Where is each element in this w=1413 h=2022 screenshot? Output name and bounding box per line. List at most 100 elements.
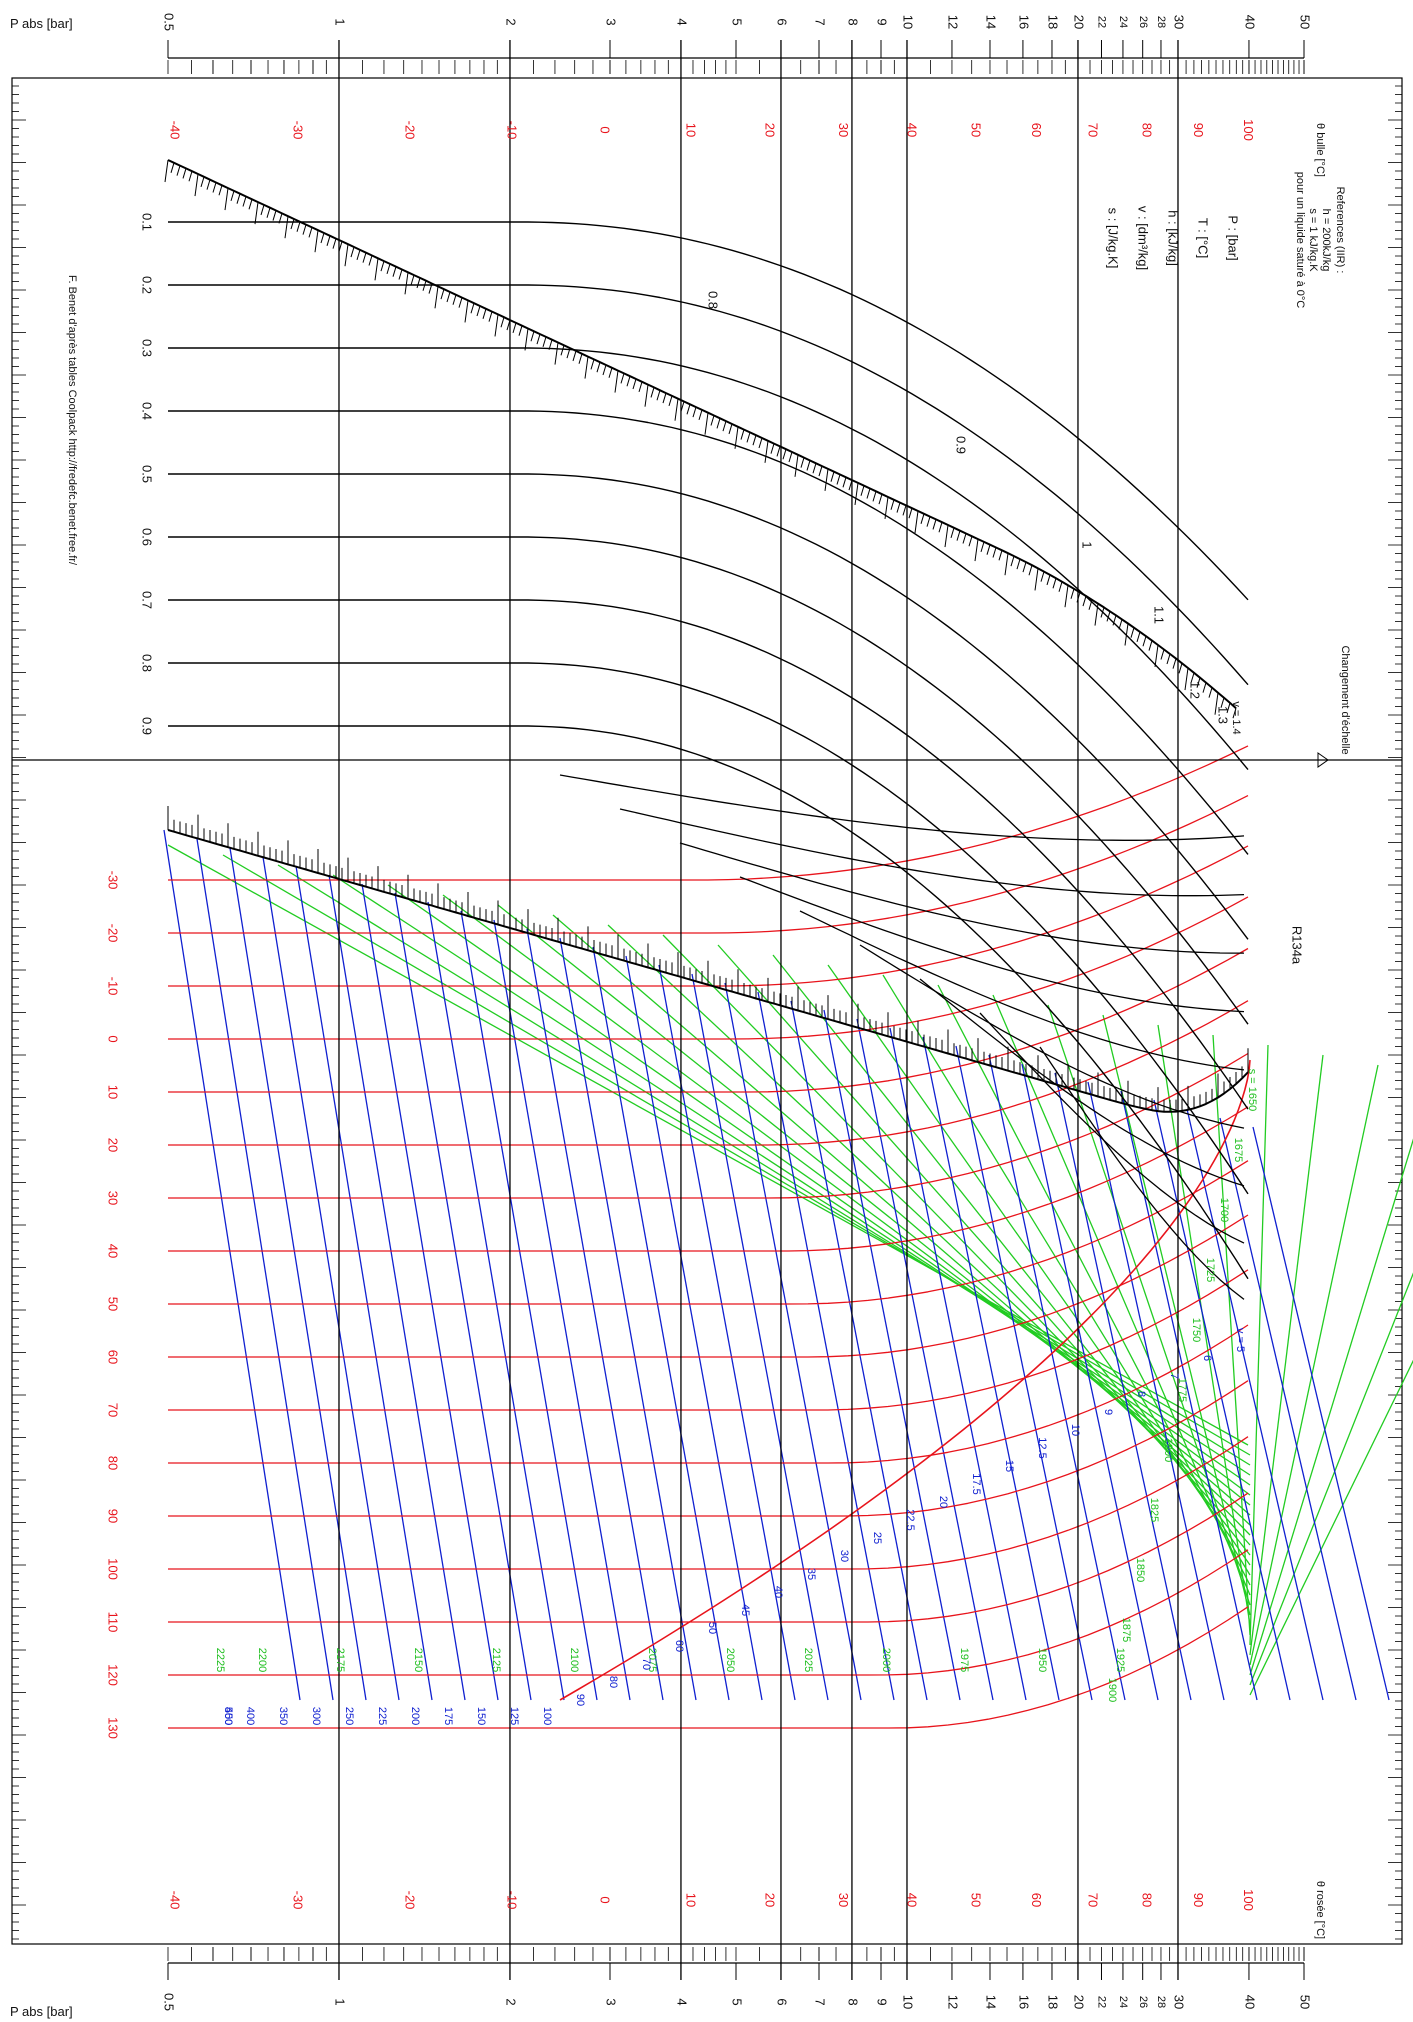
isotherm-line <box>168 1549 1249 1676</box>
liquid-curve-tick <box>974 539 979 562</box>
isochore-label: 200 <box>409 1707 421 1725</box>
liquid-curve-tick <box>332 238 337 249</box>
liquid-curve-tick <box>938 522 943 533</box>
liquid-curve-tick <box>1118 619 1123 630</box>
theta-bulle-tick-label: 50 <box>969 123 984 137</box>
liquid-curve-tick <box>218 185 223 196</box>
isotherm-line <box>168 1492 1249 1623</box>
superheat-temperature-label: 10 <box>106 1085 121 1099</box>
isochore-line <box>889 1027 1027 1701</box>
liquid-curve-tick <box>272 210 277 221</box>
top-pressure-tick-label: 9 <box>875 18 890 25</box>
superheat-temperature-label: 80 <box>106 1456 121 1470</box>
isotherm-line <box>168 1436 1249 1570</box>
liquid-curve-tick <box>890 499 895 510</box>
liquid-curve-tick <box>1232 708 1237 719</box>
isochore-label: 450 <box>222 1707 234 1725</box>
top-pressure-tick-label: 28 <box>1155 16 1167 28</box>
isentrope-line <box>1249 1044 1269 1646</box>
liquid-curve-tick <box>1034 568 1039 591</box>
liquid-curve-tick <box>386 263 391 275</box>
labels: 0.50.51122334455667788991010121214141616… <box>10 13 1351 2019</box>
liquid-curve-tick <box>698 409 703 421</box>
liquid-curve-tick <box>1136 631 1141 643</box>
superheat-temperature-label: 20 <box>106 1138 121 1152</box>
isochore-label: 25 <box>871 1532 883 1544</box>
top-pressure-tick-label: 50 <box>1298 15 1313 29</box>
liquid-curve-tick <box>626 376 631 387</box>
liquid-curve-tick <box>608 367 613 378</box>
liquid-curve-tick <box>1082 595 1087 607</box>
legend-unit: s : [J/kg.K] <box>1106 208 1121 269</box>
top-pressure-tick-label: 4 <box>675 18 690 25</box>
liquid-curve-tick <box>266 207 271 218</box>
lower-black-curve <box>1039 1046 1245 1300</box>
liquid-curve-tick <box>584 356 589 379</box>
liquid-curve-tick <box>446 291 451 303</box>
isochore-line <box>1219 1117 1357 1701</box>
isochore-line <box>262 856 400 1701</box>
liquid-curve-tick <box>518 325 523 336</box>
liquid-curve-tick <box>1196 677 1201 688</box>
isentrope-line <box>277 864 1251 1466</box>
bottom-pressure-tick-label: 30 <box>1172 1995 1187 2009</box>
top-pressure-axis-label: P abs [bar] <box>10 16 73 31</box>
isochore-line <box>1087 1081 1225 1701</box>
bottom-pressure-tick-label: 4 <box>675 1998 690 2005</box>
quality-label: 1.3 <box>1216 706 1231 724</box>
isentrope-label: 1950 <box>1036 1648 1048 1672</box>
top-pressure-tick-label: 0.5 <box>162 13 177 31</box>
liquid-curve-tick <box>854 482 859 505</box>
theta-rosee-axis-label: θ rosée [°C] <box>1314 1881 1326 1939</box>
bottom-pressure-tick-label: 40 <box>1243 1995 1258 2009</box>
isochore-line <box>988 1054 1126 1701</box>
isochore-line <box>559 937 697 1701</box>
isentrope-label: 1850 <box>1134 1558 1146 1582</box>
theta-rosee-tick-label: 30 <box>836 1893 851 1907</box>
quality-label: 1.1 <box>1152 606 1167 624</box>
isochore-label: 30 <box>838 1550 850 1562</box>
isotherm-line <box>168 947 1249 1093</box>
bottom-pressure-tick-label: 14 <box>984 1995 999 2009</box>
superheat-temperature-label: 120 <box>106 1664 121 1686</box>
liquid-curve-tick <box>920 513 925 524</box>
liquid-curve-tick <box>326 235 331 246</box>
liquid-curve-tick <box>758 437 763 449</box>
isochore-label: 60 <box>673 1640 685 1652</box>
liquid-curve-tick <box>224 188 229 211</box>
isochore-line <box>592 946 730 1701</box>
isentrope-label: 1900 <box>1106 1678 1118 1702</box>
isochore-line <box>658 964 796 1701</box>
liquid-curve-tick <box>704 412 709 435</box>
liquid-curve-tick <box>1088 599 1093 610</box>
liquid-curve-tick <box>506 319 511 331</box>
liquid-curve-tick <box>404 272 409 295</box>
liquid-curve-tick <box>284 216 289 239</box>
isochore-label: 22.5 <box>904 1509 916 1530</box>
liquid-curve-tick <box>650 387 655 398</box>
pressure-gridlines <box>12 40 1402 1980</box>
lower-black-curve <box>559 774 1245 841</box>
isentrope-label: 1675 <box>1232 1138 1244 1162</box>
isentrope-line <box>222 854 1251 1456</box>
theta-rosee-tick-label: -10 <box>504 1891 519 1910</box>
isentrope-label: 1875 <box>1120 1618 1132 1642</box>
isochore-label: 400 <box>244 1707 256 1725</box>
liquid-curve-tick <box>1058 581 1063 592</box>
liquid-curve-tick <box>950 527 955 538</box>
isochore-line <box>1186 1108 1324 1701</box>
liquid-curve-tick <box>542 336 547 348</box>
isotherm-line <box>168 1214 1249 1358</box>
theta-rosee-tick-label: 70 <box>1086 1893 1101 1907</box>
isotherm-line <box>168 1324 1249 1464</box>
isentrope-line <box>387 884 1251 1486</box>
upper-scale-curve <box>168 662 1249 1195</box>
liquid-curve-tick <box>560 345 565 356</box>
upper-scale-label: 0.3 <box>140 339 155 357</box>
liquid-curve-tick <box>662 392 667 404</box>
isochore-line <box>856 1018 994 1701</box>
upper-scale-curve <box>168 284 1249 686</box>
liquid-curve-tick <box>1214 692 1219 715</box>
liquid-curve-tick <box>968 536 973 547</box>
bottom-pressure-tick-label: 1 <box>333 1998 348 2005</box>
